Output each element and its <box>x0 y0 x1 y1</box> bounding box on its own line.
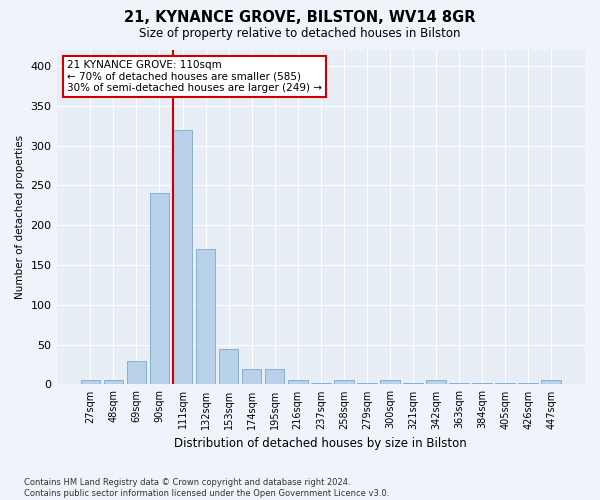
Y-axis label: Number of detached properties: Number of detached properties <box>15 135 25 300</box>
Bar <box>265 368 284 384</box>
Text: Size of property relative to detached houses in Bilston: Size of property relative to detached ho… <box>139 28 461 40</box>
Bar <box>541 380 561 384</box>
Bar <box>403 383 423 384</box>
Bar <box>196 249 215 384</box>
Bar <box>426 380 446 384</box>
Bar <box>288 380 308 384</box>
Bar <box>173 130 193 384</box>
Bar <box>127 360 146 384</box>
Bar <box>149 194 169 384</box>
Bar <box>449 383 469 384</box>
Bar <box>242 368 262 384</box>
Bar <box>518 383 538 384</box>
X-axis label: Distribution of detached houses by size in Bilston: Distribution of detached houses by size … <box>175 437 467 450</box>
Bar <box>334 380 353 384</box>
Bar <box>357 383 377 384</box>
Text: Contains HM Land Registry data © Crown copyright and database right 2024.
Contai: Contains HM Land Registry data © Crown c… <box>24 478 389 498</box>
Bar <box>80 380 100 384</box>
Bar <box>496 383 515 384</box>
Bar <box>380 380 400 384</box>
Bar <box>311 383 331 384</box>
Bar <box>219 348 238 384</box>
Bar <box>472 383 492 384</box>
Bar <box>104 380 123 384</box>
Text: 21, KYNANCE GROVE, BILSTON, WV14 8GR: 21, KYNANCE GROVE, BILSTON, WV14 8GR <box>124 10 476 25</box>
Text: 21 KYNANCE GROVE: 110sqm
← 70% of detached houses are smaller (585)
30% of semi-: 21 KYNANCE GROVE: 110sqm ← 70% of detach… <box>67 60 322 93</box>
